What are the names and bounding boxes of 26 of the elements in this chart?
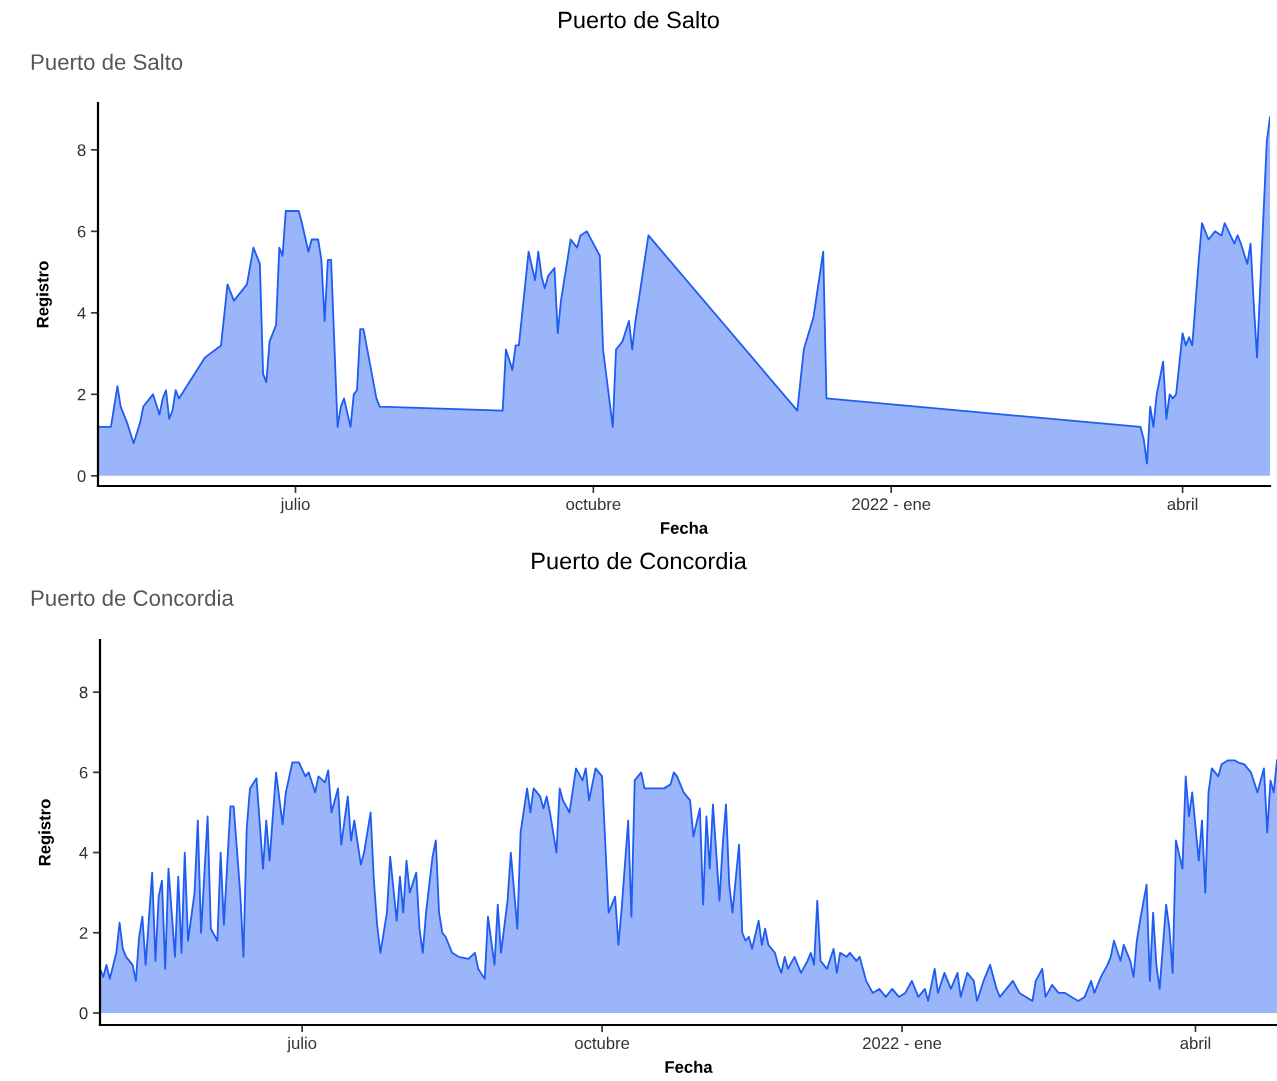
x-axis-title: Fecha: [661, 521, 709, 534]
y-axis-title: Registro: [38, 799, 54, 866]
x-tick-label: 2022 - ene: [863, 1037, 942, 1050]
y-tick-label: 4: [79, 847, 88, 859]
x-tick-label: julio: [286, 1036, 317, 1053]
x-tick-label: julio: [280, 497, 310, 514]
x-tick-label: abril: [1167, 497, 1198, 511]
y-tick-label: 0: [79, 1007, 88, 1020]
x-tick-label: octubre: [566, 497, 621, 511]
y-tick-label: 2: [79, 927, 88, 939]
y-tick-label: 8: [77, 144, 86, 157]
y-axis-title: Registro: [36, 261, 52, 328]
y-tick-label: 8: [79, 686, 88, 699]
chart-title: Puerto de Concordia: [532, 551, 747, 570]
x-tick-label: 2022 - ene: [852, 498, 931, 511]
y-tick-label: 6: [77, 225, 86, 238]
chart-subtitle: Puerto de Salto: [31, 53, 183, 70]
x-tick-label: octubre: [575, 1036, 630, 1050]
chart-subtitle: Puerto de Concordia: [31, 589, 234, 606]
x-tick-label: abril: [1180, 1036, 1211, 1050]
y-tick-label: 0: [77, 470, 86, 483]
x-axis-title: Fecha: [665, 1060, 713, 1073]
chart-title: Puerto de Salto: [559, 11, 719, 29]
y-tick-label: 6: [79, 766, 88, 779]
y-tick-label: 4: [77, 307, 86, 319]
y-tick-label: 2: [77, 388, 86, 401]
